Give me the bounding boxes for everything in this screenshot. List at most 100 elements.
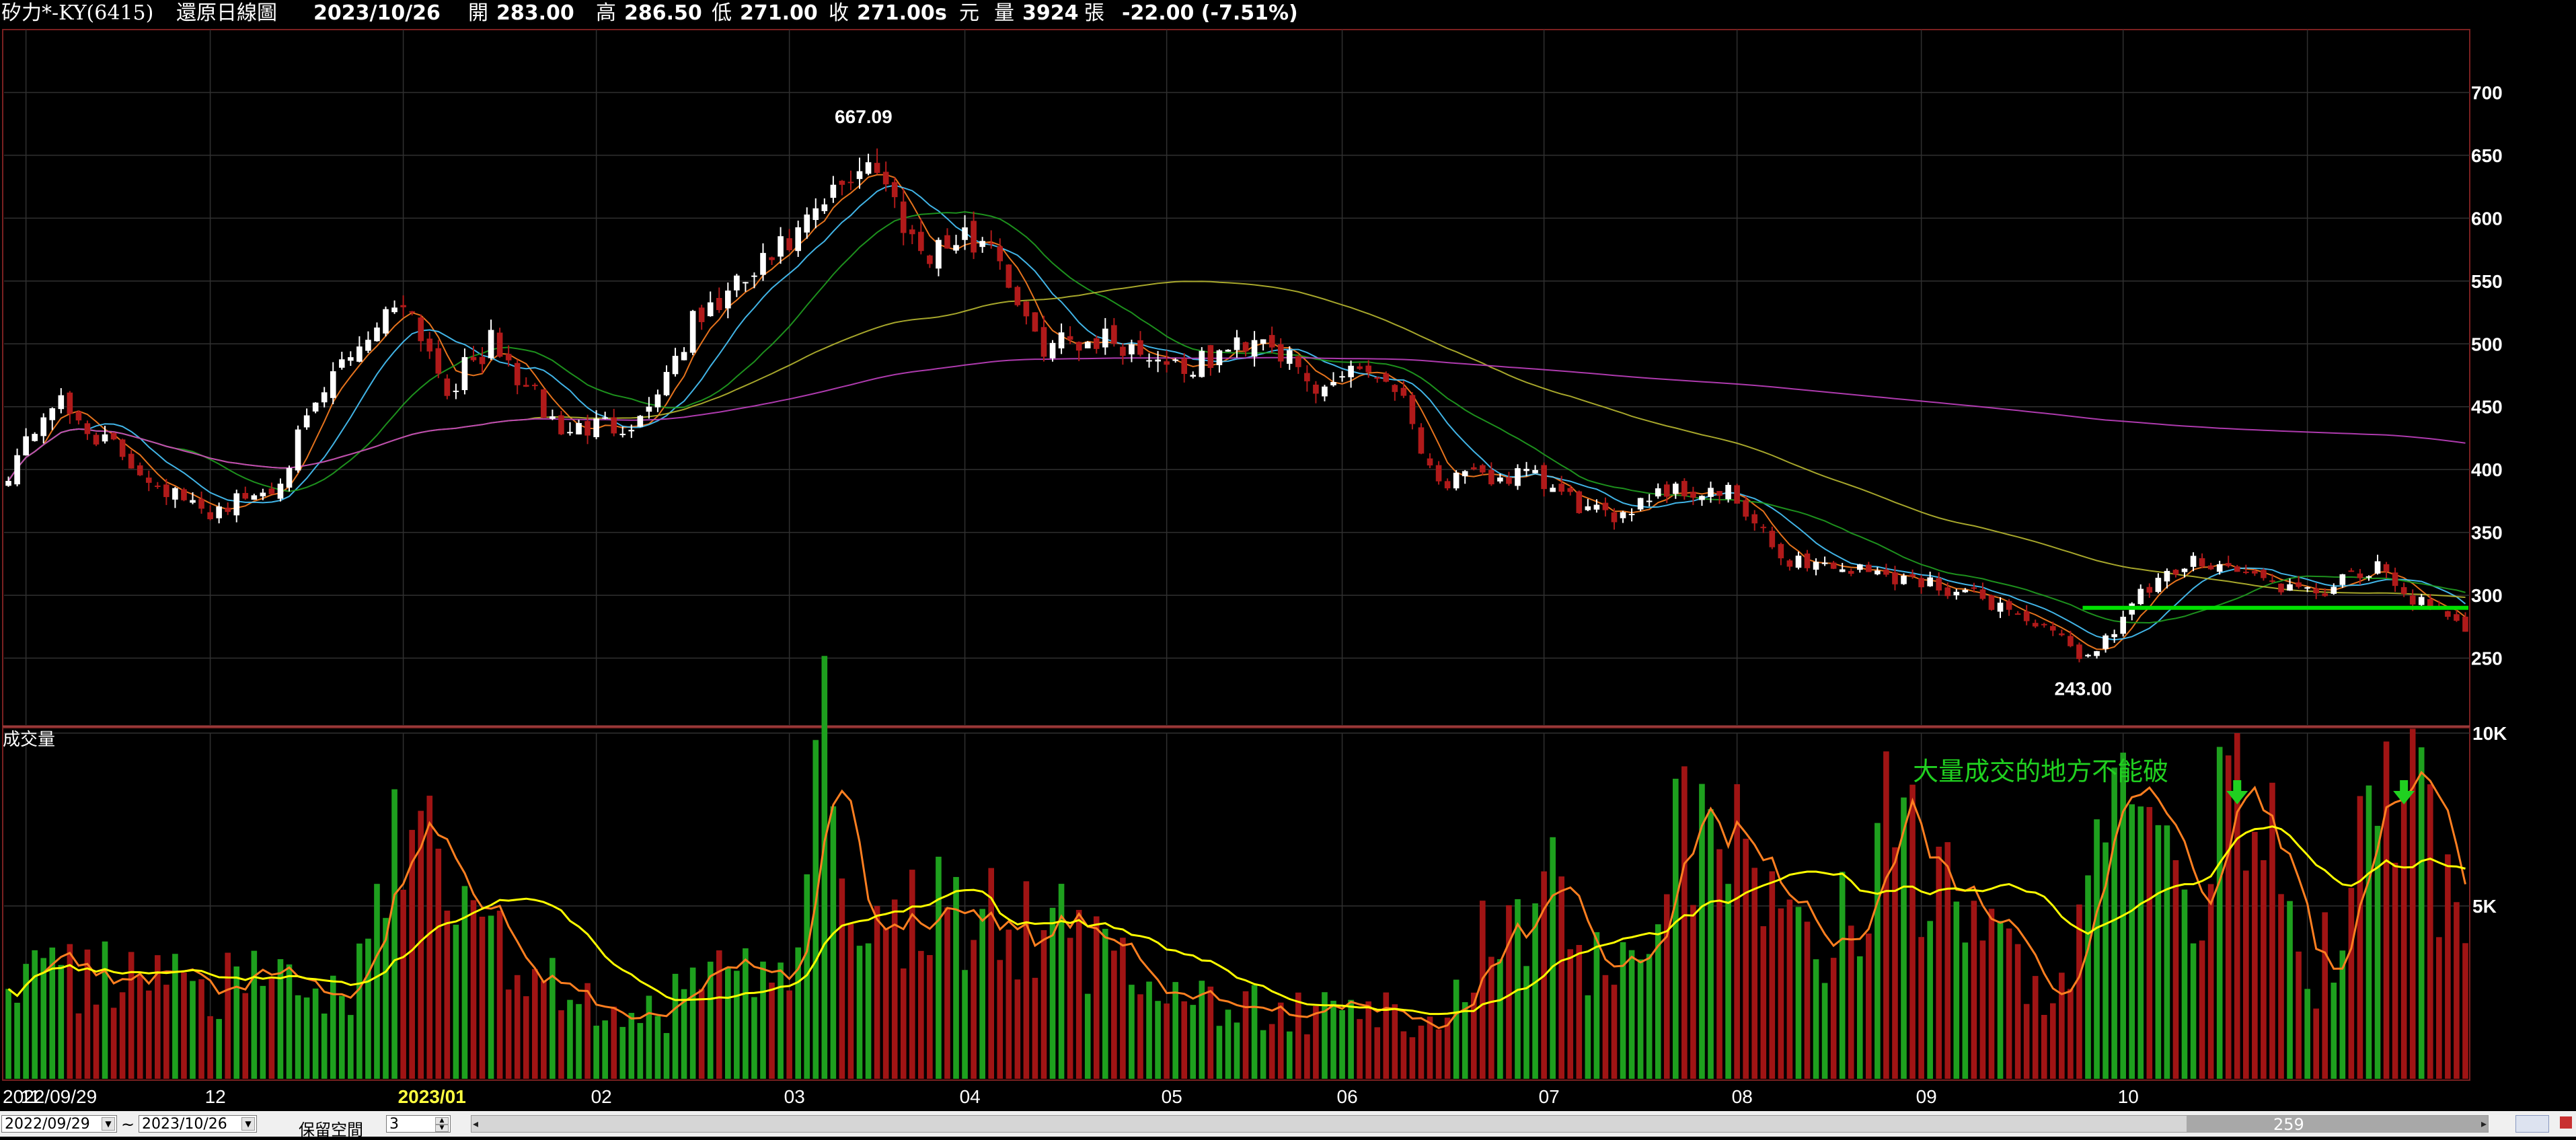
candle-body [23,436,29,456]
volume-bar [1813,959,1819,1079]
candle-body [1620,512,1626,519]
candle-body [2313,588,2319,594]
x-tick-label: 08 [1732,1086,1753,1107]
scroll-left-icon[interactable]: ◂ [473,1117,479,1130]
volume-bar [40,958,47,1079]
down-arrow-icon [2226,780,2248,804]
candle [1006,264,1012,289]
price-extreme-label: 667.09 [835,106,893,127]
volume-bar [1593,932,1600,1079]
volume-bar [2436,937,2442,1079]
time-scrollbar[interactable]: ◂ ▸ [471,1115,2489,1133]
price-tick-label: 350 [2471,523,2503,543]
x-tick-label: 04 [960,1086,981,1107]
candle-body [172,488,178,500]
candle [1383,371,1390,383]
volume-bar [1506,905,1512,1079]
candle-body [2287,584,2293,591]
volume-bar [812,740,819,1079]
x-tick-label: 2022/09/29 [3,1086,97,1107]
candle [391,300,397,314]
volume-bar [707,961,714,1079]
stepper-down-icon[interactable]: ▼ [435,1125,449,1132]
candle-body [2068,636,2074,646]
candle-body [523,385,529,387]
candle-body [558,415,564,434]
candle-body [760,253,766,275]
end-date-picker[interactable]: 2023/10/26 ▼ [139,1115,257,1133]
scrollbar-thumb[interactable] [2187,1116,2488,1132]
candle [1040,315,1047,362]
candle [5,476,11,487]
x-tick-label: 11 [21,1086,40,1107]
candle [1199,347,1205,378]
price-tick-label: 600 [2471,208,2503,229]
candle-body [1690,492,1696,498]
candle-body [2181,568,2188,572]
candle [1769,526,1776,549]
volume-bar [2374,825,2381,1079]
stepper-up-icon[interactable]: ▲ [435,1117,449,1125]
candle-body [1322,386,1328,397]
candle-body [2216,564,2223,572]
settings-icon[interactable] [2560,1116,2572,1129]
volume-value: 3924 [1022,1,1079,25]
volume-bar [1532,903,1538,1079]
candle-body [348,357,354,361]
volume-bar [874,906,880,1079]
candle [1155,350,1161,373]
candle [2374,554,2381,575]
candle-body [1532,469,1538,473]
candle-body [2049,625,2056,631]
start-date-picker[interactable]: 2022/09/29 ▼ [1,1115,117,1133]
volume-bar [593,1026,599,1079]
candle [1330,372,1336,387]
candle-body [944,235,950,249]
candle [619,426,626,438]
candle-body [1497,478,1503,482]
volume-bar [1909,784,1916,1079]
volume-bar [2365,785,2372,1079]
candle [531,383,538,390]
candle-body [1006,264,1012,288]
candle-body [1892,572,1898,584]
keep-space-stepper[interactable]: 3 ▲ ▼ [386,1115,451,1133]
candle [2322,588,2328,597]
candle-body [268,488,275,494]
candle-body [1470,467,1477,469]
candle-body [505,354,512,360]
candle-body [1427,458,1433,466]
volume-bar [2103,842,2109,1079]
candle [1699,495,1705,506]
candle-body [953,245,959,251]
candle-body [611,417,617,434]
volume-bar [400,889,406,1079]
candle-body [461,356,468,391]
candle [1075,341,1082,361]
candle [2269,574,2275,584]
candle-body [1866,564,1872,572]
volume-annotation-text: 大量成交的地方不能破 [1913,757,2168,786]
volume-bar [882,928,889,1079]
chevron-down-icon[interactable]: ▼ [241,1117,255,1131]
candle-body [1716,491,1722,496]
chevron-down-icon[interactable]: ▼ [102,1117,115,1131]
volume-bar [778,962,784,1079]
candle-body [1137,340,1143,355]
candle-body [1277,344,1284,362]
volume-bar [49,947,56,1079]
candle-body [1348,365,1354,377]
volume-bar [2409,728,2416,1079]
volume-bar [1637,959,1644,1079]
candle-body [2103,635,2109,649]
candle [769,256,775,266]
scroll-right-icon[interactable]: ▸ [2480,1117,2487,1130]
zoom-icon[interactable] [2515,1115,2549,1133]
volume-bar [1585,995,1591,1079]
candle [918,219,924,255]
volume-bar [1435,1029,1442,1079]
candle [778,227,784,264]
candle [1146,353,1152,368]
candle-body [900,201,907,233]
volume-bar [1488,956,1494,1079]
